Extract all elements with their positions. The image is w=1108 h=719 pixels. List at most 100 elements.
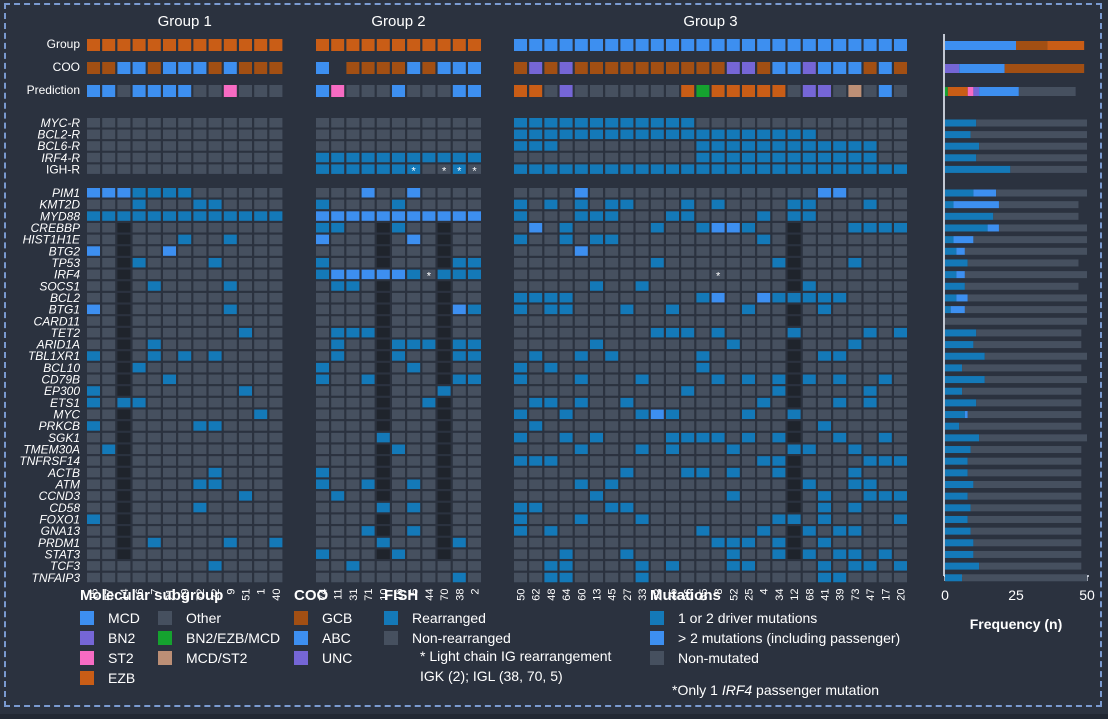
mutation-cell <box>787 421 801 431</box>
track-label-prediction: Prediction <box>27 83 80 97</box>
mutation-cell <box>833 374 847 385</box>
mutation-cell <box>696 444 710 455</box>
mutation-cell <box>544 444 558 455</box>
mutation-cell <box>223 421 237 431</box>
track-group-cell <box>878 39 892 51</box>
mutation-cell <box>802 409 816 420</box>
mutation-cell <box>878 479 892 489</box>
mutation-cell <box>894 339 907 350</box>
mutation-cell <box>650 211 664 221</box>
sample-label: 17 <box>880 588 892 600</box>
mutation-cell <box>848 362 862 373</box>
mutation-cell <box>422 549 436 559</box>
fish-cell <box>559 152 573 163</box>
mutation-cell <box>696 491 710 501</box>
mutation-cell <box>605 561 619 571</box>
mutation-cell <box>254 467 268 478</box>
mutation-cell <box>605 397 619 408</box>
track-prediction-cell <box>559 85 573 97</box>
mutation-cell <box>605 386 619 396</box>
fish-cell <box>742 164 755 174</box>
light-chain-mark: * <box>442 165 447 177</box>
mutation-cell <box>392 362 405 373</box>
fish-cell <box>331 164 345 174</box>
mutation-cell <box>666 269 679 280</box>
fish-cell <box>316 141 329 151</box>
mutation-cell <box>223 502 237 513</box>
mutation-cell <box>437 397 451 408</box>
mutation-cell <box>681 222 695 233</box>
track-prediction-cell <box>208 85 222 97</box>
mutation-cell <box>802 386 816 396</box>
mutation-cell <box>147 281 161 291</box>
mutation-cell <box>392 222 405 233</box>
frequency-bar-gene <box>945 189 974 197</box>
track-prediction-cell <box>605 85 619 97</box>
fish-cell <box>193 118 207 128</box>
mutation-cell <box>208 514 222 524</box>
mutation-cell <box>437 502 451 513</box>
mutation-cell <box>132 188 146 198</box>
frequency-bar-fish <box>976 154 1087 162</box>
gene-label-cd79b: CD79B <box>41 373 80 387</box>
track-group-cell <box>437 39 451 51</box>
mutation-cell <box>392 479 405 489</box>
mutation-cell <box>559 491 573 501</box>
mutation-cell <box>376 339 390 350</box>
mutation-cell <box>422 432 436 443</box>
mutation-cell <box>878 351 892 361</box>
frequency-bar-gene <box>945 550 974 558</box>
fish-cell <box>514 118 527 128</box>
track-group-cell <box>514 39 527 51</box>
frequency-bar-group <box>945 41 1016 50</box>
fish-cell <box>894 141 907 151</box>
mutation-cell <box>742 537 755 548</box>
mutation-cell <box>772 246 786 256</box>
mutation-cell <box>726 526 740 536</box>
mutation-cell <box>407 537 421 548</box>
mutation-cell <box>544 234 558 245</box>
mutation-cell <box>833 502 847 513</box>
mutation-cell <box>711 526 725 536</box>
mutation-cell <box>711 549 725 559</box>
sample-label: 16 <box>394 588 406 600</box>
mutation-cell <box>407 339 421 350</box>
mutation-cell <box>863 549 877 559</box>
mutation-cell <box>468 234 481 245</box>
track-prediction-cell <box>878 85 892 97</box>
mutation-cell <box>376 304 390 315</box>
mutation-cell <box>254 222 268 233</box>
mutation-cell <box>376 456 390 466</box>
mutation-cell <box>147 467 161 478</box>
mutation-cell <box>529 269 543 280</box>
mutation-cell <box>681 374 695 385</box>
mutation-cell <box>772 211 786 221</box>
mutation-cell <box>331 211 345 221</box>
mutation-cell <box>681 526 695 536</box>
mutation-cell <box>544 246 558 256</box>
mutation-cell <box>544 304 558 315</box>
mutation-cell <box>269 444 283 455</box>
mutation-cell <box>468 222 481 233</box>
fish-cell <box>178 164 192 174</box>
fish-cell <box>407 152 421 163</box>
mutation-cell <box>346 456 360 466</box>
mutation-cell <box>407 561 421 571</box>
mutation-cell <box>514 374 527 385</box>
mutation-cell <box>208 479 222 489</box>
mutation-cell <box>833 432 847 443</box>
legend-coo-swatch <box>294 611 308 625</box>
mutation-cell <box>894 456 907 466</box>
sample-label: 8 <box>713 588 725 594</box>
mutation-cell <box>833 572 847 583</box>
mutation-cell <box>818 397 831 408</box>
mutation-cell <box>650 456 664 466</box>
track-prediction-cell <box>863 85 877 97</box>
mutation-cell <box>346 526 360 536</box>
mutation-cell <box>132 561 146 571</box>
mutation-cell <box>392 211 405 221</box>
legend-coo-label: GCB <box>322 610 353 626</box>
mutation-cell <box>605 327 619 338</box>
mutation-cell <box>802 211 816 221</box>
mutation-cell <box>437 304 451 315</box>
